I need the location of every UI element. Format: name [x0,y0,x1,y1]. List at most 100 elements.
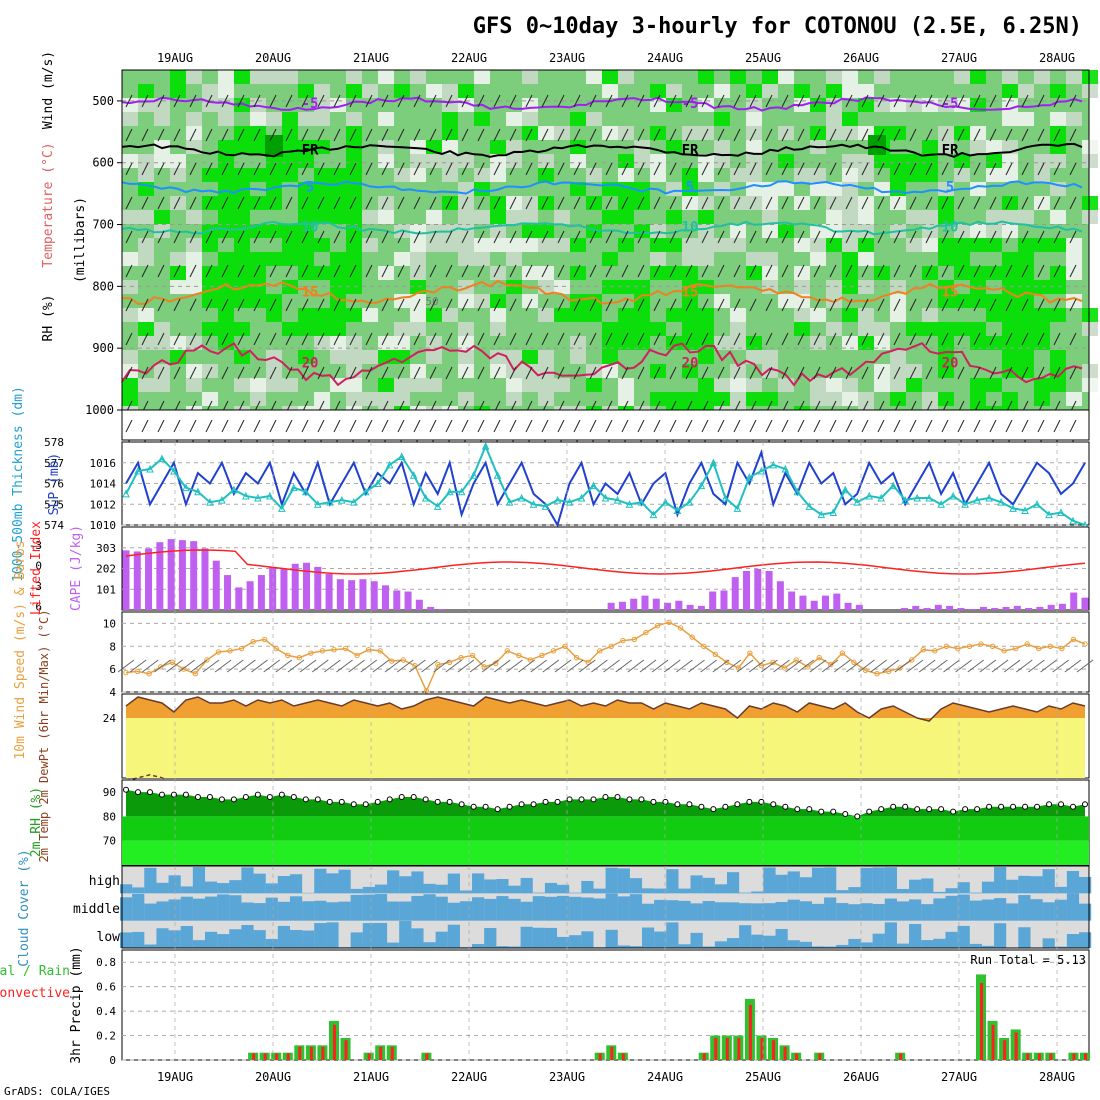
wind-barb [173,298,181,312]
surface-wind-barb [214,659,232,673]
wind-barb [461,366,469,380]
cloud-cell [557,936,570,948]
rh-cell [298,350,314,364]
lifted-tick-label: 0 [35,560,42,573]
slp-axis-title: SLP (mb) [47,453,62,516]
surface-wind-barb [481,659,499,673]
rh-cell [954,70,970,84]
surface-wind-barb [785,659,802,673]
rh-cell [282,70,298,84]
rh-marker [674,801,681,808]
wind-barb [221,94,229,108]
date-label-top: 26AUG [843,51,879,65]
wind-barb [877,332,885,346]
wind-barb [893,196,901,210]
wind-barb [717,196,725,210]
wind-barb [141,264,149,278]
rh-cell [474,168,490,182]
rh-cell [634,224,650,238]
wind-barb [541,196,549,210]
rh-cell [570,294,586,308]
wind-barb [1069,230,1077,244]
wind-barb [861,298,869,312]
wind-barb [189,230,197,244]
wind-barb [877,162,885,176]
wind-barb [909,366,917,380]
surface-wind-barb [360,659,378,673]
rh-cell [426,378,442,392]
precip-legend-total: Total / Rain [0,964,70,979]
wind-barb [637,196,645,210]
cloud-cell [1079,932,1092,948]
rh-cell [474,70,490,84]
wind-barb [1037,162,1045,176]
wind-barb [765,94,773,108]
wind-barb [429,332,437,346]
convective-bar [725,1038,729,1060]
wind-barb [205,264,213,278]
wind-barb [157,128,165,142]
rh-cell [986,168,1002,182]
lifted-tick-label: 6 [35,601,42,614]
wind-speed-marker [573,655,580,661]
cloud-cell [289,929,303,948]
rh-cell [762,196,778,210]
wind-barb [301,230,309,244]
rh-cell [362,210,378,224]
wind-barb [285,264,293,278]
rh-cell [858,84,874,98]
wind-barb [781,332,789,346]
rh-cell [1034,392,1050,406]
rh-cell [922,392,938,406]
cloud-cell [544,882,558,894]
thickness-tick-label: 576 [44,478,64,491]
cloud-cell [229,929,242,948]
rh-marker [638,796,645,803]
rh-cell [250,196,266,210]
cloud-cell [217,894,230,921]
wind-barb [749,230,757,244]
cloud-row-label: middle [73,902,120,917]
wind-barb [1069,162,1077,176]
rh-cell [234,140,250,154]
thickness-marker [781,464,790,473]
cloud-cell [508,898,521,921]
thickness-marker [673,506,682,514]
wind-barb [333,94,341,108]
rh-cell [970,336,986,350]
cloud-cell [629,894,643,921]
cloud-cell [532,896,545,921]
convective-bar [1014,1032,1018,1060]
rh-cell [1034,280,1050,294]
rh-cell [346,182,362,196]
convective-bar [980,983,984,1060]
rh-cell [202,84,218,98]
cape-bar [212,560,220,610]
cloud-cell [751,891,764,894]
rh-marker [278,791,285,798]
surface-wind-barb [457,659,475,673]
cloud-cell [350,894,363,921]
wind-barb [733,162,741,176]
cloud-cell [1054,886,1067,894]
wind-barb [637,298,645,312]
wind-barb [461,128,469,142]
cloud-cell [617,896,630,921]
wind-barb [1069,196,1077,210]
rh-cell [234,322,250,336]
wind-barb [733,366,741,380]
surface-wind-barb [190,659,208,673]
rh-cell [810,392,826,406]
rh-cell [426,210,442,224]
thickness-marker [685,498,694,506]
rh-cell [1018,350,1034,364]
wind-barb [621,230,629,244]
rh-cell [602,322,618,336]
wind-speed-marker [1012,645,1019,652]
wind-barb [797,419,805,433]
cloud-cell [641,888,655,894]
cloud-cell [714,902,728,921]
rh-cell [394,322,410,336]
cloud-cell [678,944,691,948]
cloud-cell [411,871,424,894]
